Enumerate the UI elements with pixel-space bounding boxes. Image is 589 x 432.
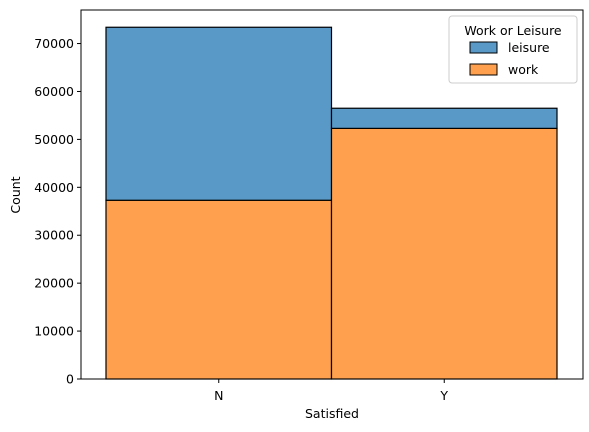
x-tick-label-Y: Y	[439, 388, 448, 403]
y-tick-label-60000: 60000	[34, 84, 74, 99]
y-tick-label-20000: 20000	[34, 276, 74, 291]
y-tick-label-70000: 70000	[34, 36, 74, 51]
y-axis-label: Count	[8, 176, 23, 213]
legend: Work or Leisure leisure work	[448, 15, 578, 84]
y-tick-label-10000: 10000	[34, 324, 74, 339]
plot-frame	[80, 9, 584, 380]
y-tick-label-50000: 50000	[34, 132, 74, 147]
bar-leisure-N	[105, 26, 333, 201]
x-axis-label: Satisfied	[305, 406, 359, 421]
legend-swatch-work	[469, 63, 498, 76]
bar-leisure-Y	[330, 107, 558, 129]
bars-group	[105, 26, 558, 380]
legend-swatch-leisure	[469, 41, 498, 54]
bar-work-N	[105, 199, 333, 380]
y-axis: 0 10000 20000 30000 40000 50000 60000 70000	[34, 36, 81, 387]
bar-work-Y	[330, 127, 558, 380]
legend-label-leisure: leisure	[508, 40, 550, 55]
x-tick-label-N: N	[214, 388, 223, 403]
legend-entries: leisure work	[469, 40, 550, 77]
y-tick-label-0: 0	[66, 372, 74, 387]
legend-title: Work or Leisure	[464, 23, 562, 38]
legend-label-work: work	[508, 62, 539, 77]
y-tick-label-30000: 30000	[34, 228, 74, 243]
y-tick-label-40000: 40000	[34, 180, 74, 195]
